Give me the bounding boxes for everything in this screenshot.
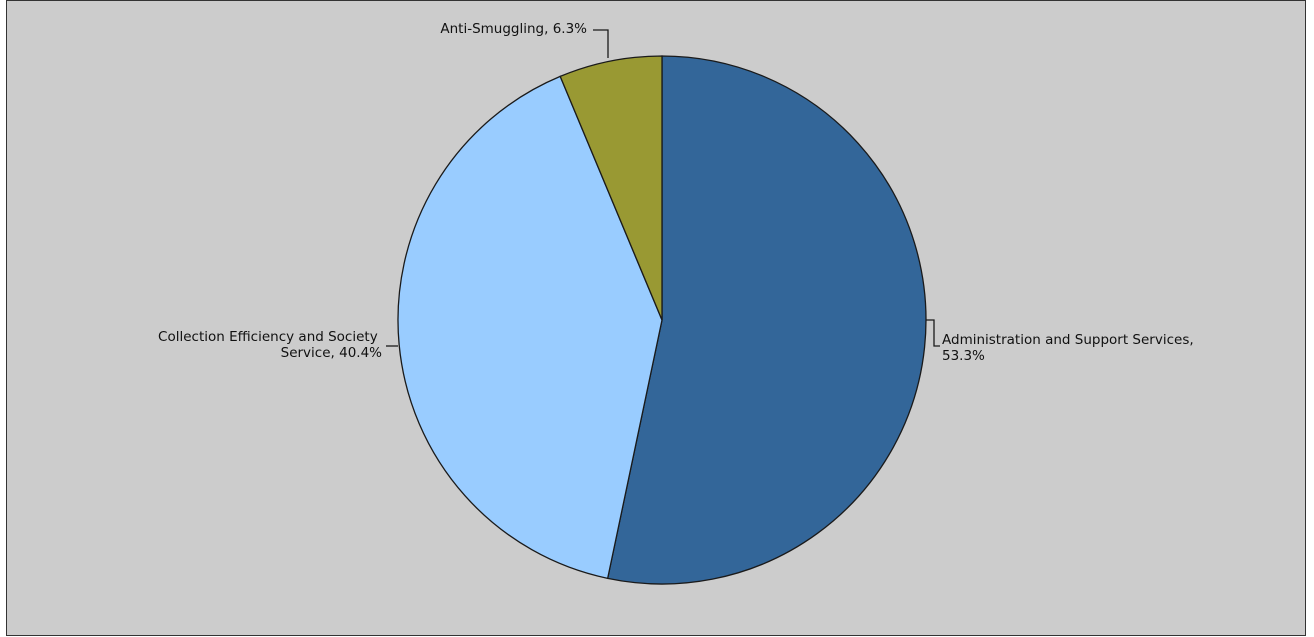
slice-label-administration-line2: 53.3%: [942, 348, 985, 364]
slice-label-administration: Administration and Support Services, 53.…: [942, 332, 1198, 364]
leader-line-administration: [926, 319, 940, 347]
slice-label-collection-line2: Service, 40.4%: [281, 345, 383, 361]
pie-slice-administration: [606, 55, 927, 585]
slice-label-collection: Collection Efficiency and Society Servic…: [158, 329, 382, 361]
pie-slice-anti-smuggling: [559, 55, 663, 321]
pie-slices: [397, 55, 927, 585]
slice-label-administration-line1: Administration and Support Services,: [942, 332, 1194, 348]
leader-line-anti-smuggling: [593, 29, 609, 58]
slice-label-anti-smuggling-line1: Anti-Smuggling, 6.3%: [440, 21, 587, 37]
pie-slice-collection: [397, 75, 663, 580]
leader-lines: [386, 29, 940, 347]
slice-label-collection-line1: Collection Efficiency and Society: [158, 329, 378, 345]
slice-label-anti-smuggling: Anti-Smuggling, 6.3%: [440, 21, 587, 37]
